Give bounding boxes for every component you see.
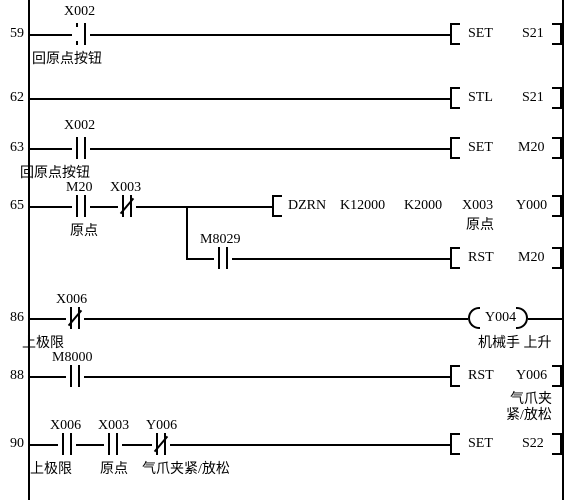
cn-label: 回原点按钮 [32,48,102,68]
dev-label: M8029 [200,232,240,248]
instr: RST [468,368,494,384]
cn-label: 机械手 上升 [478,332,552,352]
wire [30,206,72,208]
wire [30,98,450,100]
step-num: 62 [2,90,24,106]
vwire [186,206,188,260]
wire [30,444,58,446]
cn-label: 原点 [466,214,494,234]
instr: RST [468,250,494,266]
bracket-l [450,247,460,269]
gap [74,27,78,41]
bracket-r [552,87,562,109]
bracket-r [552,247,562,269]
cn-label: 上极限 [30,458,72,478]
operand: Y006 [516,368,547,384]
operand: X003 [462,198,493,214]
wire [186,258,214,260]
contact-no [214,247,232,269]
wire [528,318,562,320]
step-num: 88 [2,368,24,384]
dev-label: X006 [50,418,81,434]
instr: SET [468,140,493,156]
cn-label: 原点 [70,220,98,240]
wire [30,148,72,150]
contact-no [58,433,76,455]
bracket-r [552,365,562,387]
contact-no [66,365,84,387]
bracket-r [552,23,562,45]
step-num: 59 [2,26,24,42]
step-num: 90 [2,436,24,452]
wire [30,318,66,320]
contact-no [72,195,90,217]
operand: S22 [522,436,544,452]
step-num: 65 [2,198,24,214]
wire [232,258,450,260]
contact-nc [118,195,136,217]
operand: M20 [518,250,544,266]
dev-label: X002 [64,118,95,134]
wire [84,318,468,320]
bracket-l [450,87,460,109]
wire [30,376,66,378]
wire [90,34,450,36]
dev-label: X006 [56,292,87,308]
bracket-r [552,195,562,217]
bracket-r [552,433,562,455]
bracket-l [450,23,460,45]
bracket-l [450,365,460,387]
dev-label: X003 [110,180,141,196]
operand: S21 [522,90,544,106]
wire [90,148,450,150]
dev-label: X003 [98,418,129,434]
cn-label: 回原点按钮 [20,162,90,182]
operand: K2000 [404,198,442,214]
dev-label: M20 [66,180,92,196]
contact-nc [66,307,84,329]
instr: SET [468,26,493,42]
wire [76,444,104,446]
contact-no [104,433,122,455]
ladder-diagram: 59 X002 回原点按钮 SET S21 62 STL S21 63 X002… [0,0,580,500]
contact-no [72,137,90,159]
operand: S21 [522,26,544,42]
dev-label: Y006 [146,418,177,434]
wire [122,444,152,446]
step-num: 86 [2,310,24,326]
cn-label: 紧/放松 [506,404,552,424]
wire [30,34,72,36]
wire [136,206,272,208]
dev-label: X002 [64,4,95,20]
cn-label: 上极限 [22,332,64,352]
operand: Y004 [485,310,516,326]
contact-nc [152,433,170,455]
instr: DZRN [288,198,326,214]
bracket-r [552,137,562,159]
wire [170,444,450,446]
bracket-l [450,137,460,159]
operand: M20 [518,140,544,156]
bracket-l [450,433,460,455]
operand: K12000 [340,198,385,214]
instr: STL [468,90,493,106]
right-rail [562,0,564,500]
cn-label: 原点 [100,458,128,478]
wire [90,206,118,208]
left-rail [28,0,30,500]
wire [84,376,450,378]
dev-label: M8000 [52,350,92,366]
cn-label: 气爪夹紧/放松 [142,458,230,478]
operand: Y000 [516,198,547,214]
instr: SET [468,436,493,452]
step-num: 63 [2,140,24,156]
bracket-l [272,195,282,217]
